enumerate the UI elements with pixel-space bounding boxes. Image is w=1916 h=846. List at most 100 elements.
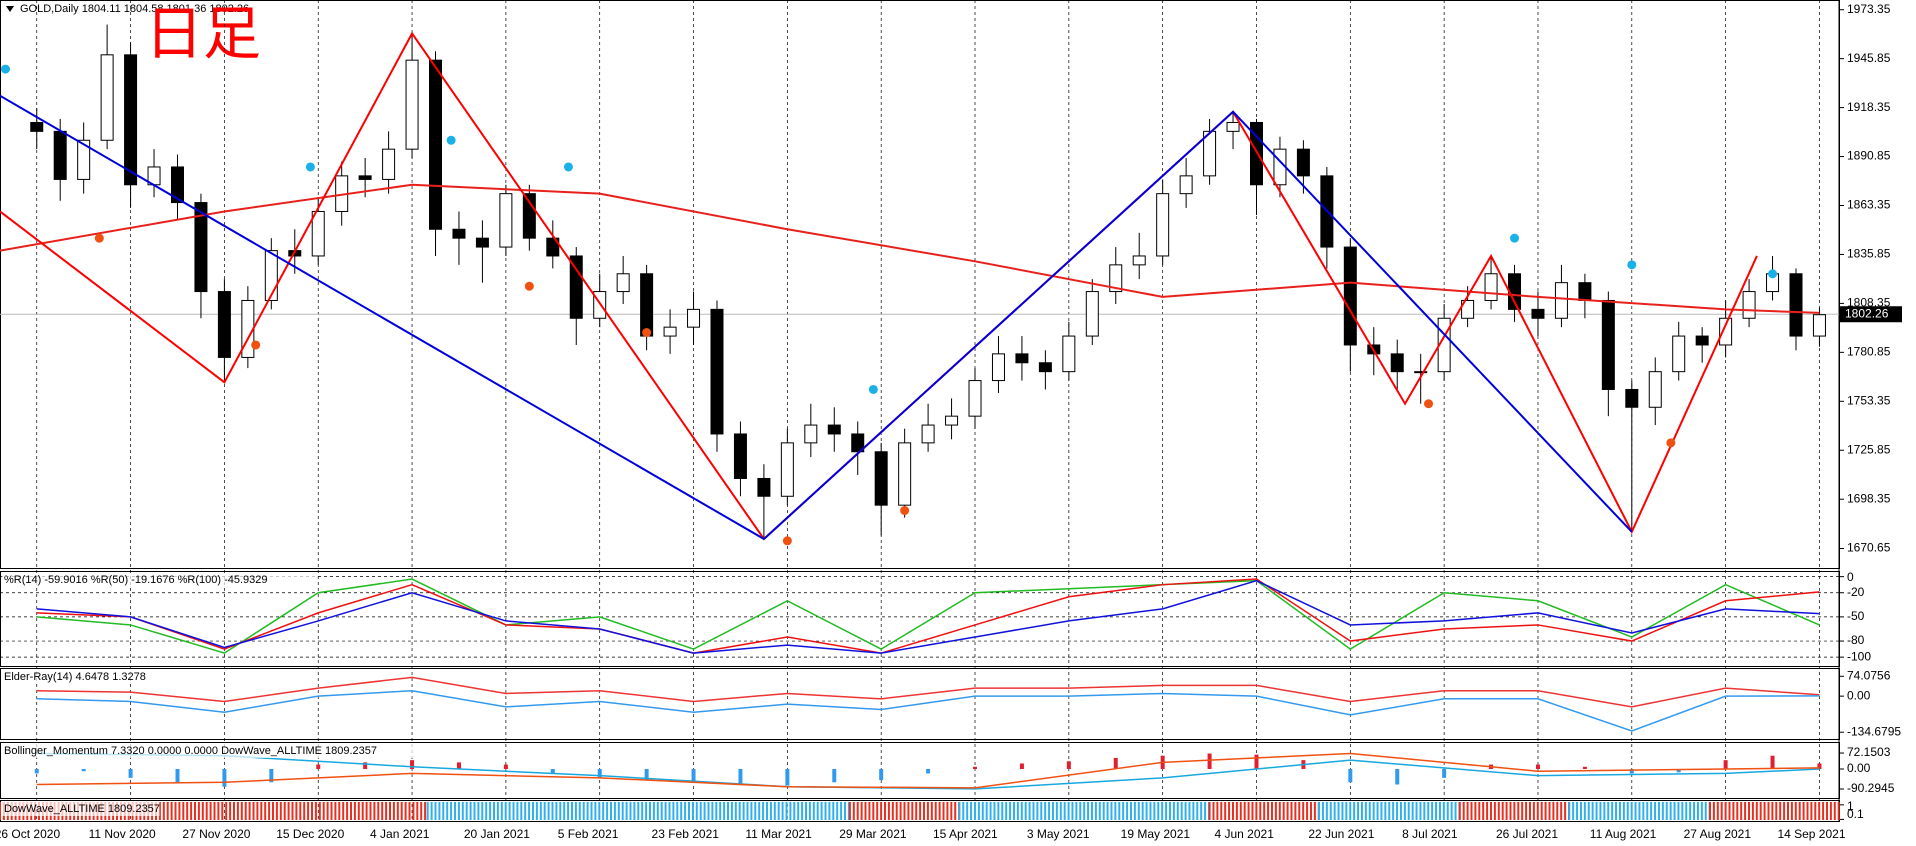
panel-label: DowWave_ALLTIME 1809.2357 <box>4 803 160 815</box>
x-tick-label: 8 Jul 2021 <box>1402 827 1458 841</box>
candle-body <box>780 442 794 497</box>
candle-body <box>1578 282 1592 301</box>
candle-body <box>358 175 372 180</box>
candle-body <box>851 433 865 453</box>
y-tick-label: 1670.65 <box>1847 541 1891 555</box>
candle-body <box>945 415 959 426</box>
candle-body <box>1249 121 1263 186</box>
panel-label: %R(14) -59.9016 %R(50) -19.1676 %R(100) … <box>4 574 268 586</box>
x-tick-label: 3 May 2021 <box>1027 827 1090 841</box>
y-tick-label: -90.2945 <box>1847 781 1895 795</box>
candle-body <box>1789 273 1803 337</box>
indicator-line <box>36 676 1820 708</box>
fractal-dot <box>524 281 534 291</box>
x-tick-label: 15 Dec 2020 <box>276 827 344 841</box>
fractal-dot <box>1627 260 1637 270</box>
candle-body <box>77 139 91 180</box>
y-tick-label: 1835.85 <box>1847 247 1891 261</box>
fractal-dot <box>900 506 910 516</box>
x-tick-label: 11 Mar 2021 <box>745 827 812 841</box>
fractal-dot <box>251 340 261 350</box>
candle-body <box>124 54 138 186</box>
candle-body <box>475 237 489 248</box>
y-tick-label: -80 <box>1847 633 1865 647</box>
candle-body <box>1672 335 1686 373</box>
y-tick-label: 74.0756 <box>1847 668 1891 682</box>
fractal-dot <box>1666 438 1676 448</box>
y-tick-label: 1698.35 <box>1847 491 1891 505</box>
y-tick-label: 1 <box>1847 799 1854 813</box>
candle-body <box>499 193 513 248</box>
candle-body <box>1742 291 1756 319</box>
y-tick-label: 0.00 <box>1847 761 1871 775</box>
annotation: 日足 <box>145 1 261 66</box>
y-tick-label: 0 <box>1847 570 1854 584</box>
candle-body <box>569 255 583 319</box>
candle-body <box>1554 282 1568 319</box>
y-tick-label: 1918.35 <box>1847 100 1891 114</box>
y-tick-label: 1753.35 <box>1847 393 1891 407</box>
x-tick-label: 27 Nov 2020 <box>182 827 250 841</box>
candle-body <box>687 308 701 328</box>
y-tick-label: -20 <box>1847 585 1865 599</box>
y-tick-label: 72.1503 <box>1847 745 1891 759</box>
panel-label: Elder-Ray(14) 4.6478 1.3278 <box>4 671 146 683</box>
panel-label-bg <box>2 802 160 816</box>
candle-body <box>1601 299 1615 390</box>
candle-body <box>804 424 818 444</box>
x-tick-label: 4 Jan 2021 <box>370 827 430 841</box>
y-tick-label: 1945.85 <box>1847 51 1891 65</box>
candle-body <box>921 424 935 444</box>
candle-body <box>1132 255 1146 266</box>
candle-body <box>405 59 419 150</box>
x-tick-label: 5 Feb 2021 <box>558 827 619 841</box>
x-tick-label: 26 Jul 2021 <box>1496 827 1558 841</box>
candle-body <box>1461 299 1475 319</box>
indicator-line <box>36 752 1820 790</box>
fractal-dot <box>94 233 104 243</box>
candle-body <box>429 59 443 230</box>
y-tick-label: 1863.35 <box>1847 198 1891 212</box>
candle-body <box>452 228 466 239</box>
candle-body <box>1695 335 1709 346</box>
y-tick-label: -50 <box>1847 609 1865 623</box>
candle-body <box>53 130 67 180</box>
candle-body <box>1812 314 1826 337</box>
candle-body <box>264 250 278 301</box>
fractal-dot <box>868 384 878 394</box>
x-tick-label: 27 Aug 2021 <box>1684 827 1752 841</box>
last-price-box <box>1840 306 1902 323</box>
x-tick-label: 15 Apr 2021 <box>933 827 998 841</box>
x-tick-label: 4 Jun 2021 <box>1214 827 1274 841</box>
candle-body <box>1343 246 1357 346</box>
indicator-line <box>36 579 1820 654</box>
indicator-line <box>36 578 1820 654</box>
y-tick-label: 1890.85 <box>1847 149 1891 163</box>
x-tick-label: 11 Nov 2020 <box>89 827 156 841</box>
candle-body <box>1109 264 1123 293</box>
y-tick-label: 1808.35 <box>1847 296 1891 310</box>
x-tick-label: 29 Mar 2021 <box>839 827 907 841</box>
fractal-dot <box>1768 269 1778 279</box>
candle-body <box>382 148 396 180</box>
candle-body <box>1531 308 1545 319</box>
x-tick-label: 14 Sep 2021 <box>1777 827 1845 841</box>
candle-body <box>1226 121 1240 132</box>
panel-label: Bollinger_Momentum 7.3320 0.0000 0.0000 … <box>4 745 377 757</box>
candle-body <box>991 353 1005 382</box>
candle-body <box>1179 175 1193 195</box>
x-tick-label: 22 Jun 2021 <box>1308 827 1374 841</box>
candle-body <box>663 326 677 337</box>
candle-body <box>1390 353 1404 373</box>
candle-body <box>1625 388 1639 408</box>
candle-body <box>1296 148 1310 177</box>
candle-body <box>1648 371 1662 408</box>
fractal-dot <box>305 162 315 172</box>
candle-body <box>1414 371 1428 374</box>
x-tick-label: 19 May 2021 <box>1121 827 1191 841</box>
y-tick-label: -134.6795 <box>1847 724 1901 738</box>
candle-body <box>546 237 560 257</box>
fractal-dot <box>563 162 573 172</box>
candle-body <box>827 424 841 435</box>
candle-body <box>311 210 325 257</box>
